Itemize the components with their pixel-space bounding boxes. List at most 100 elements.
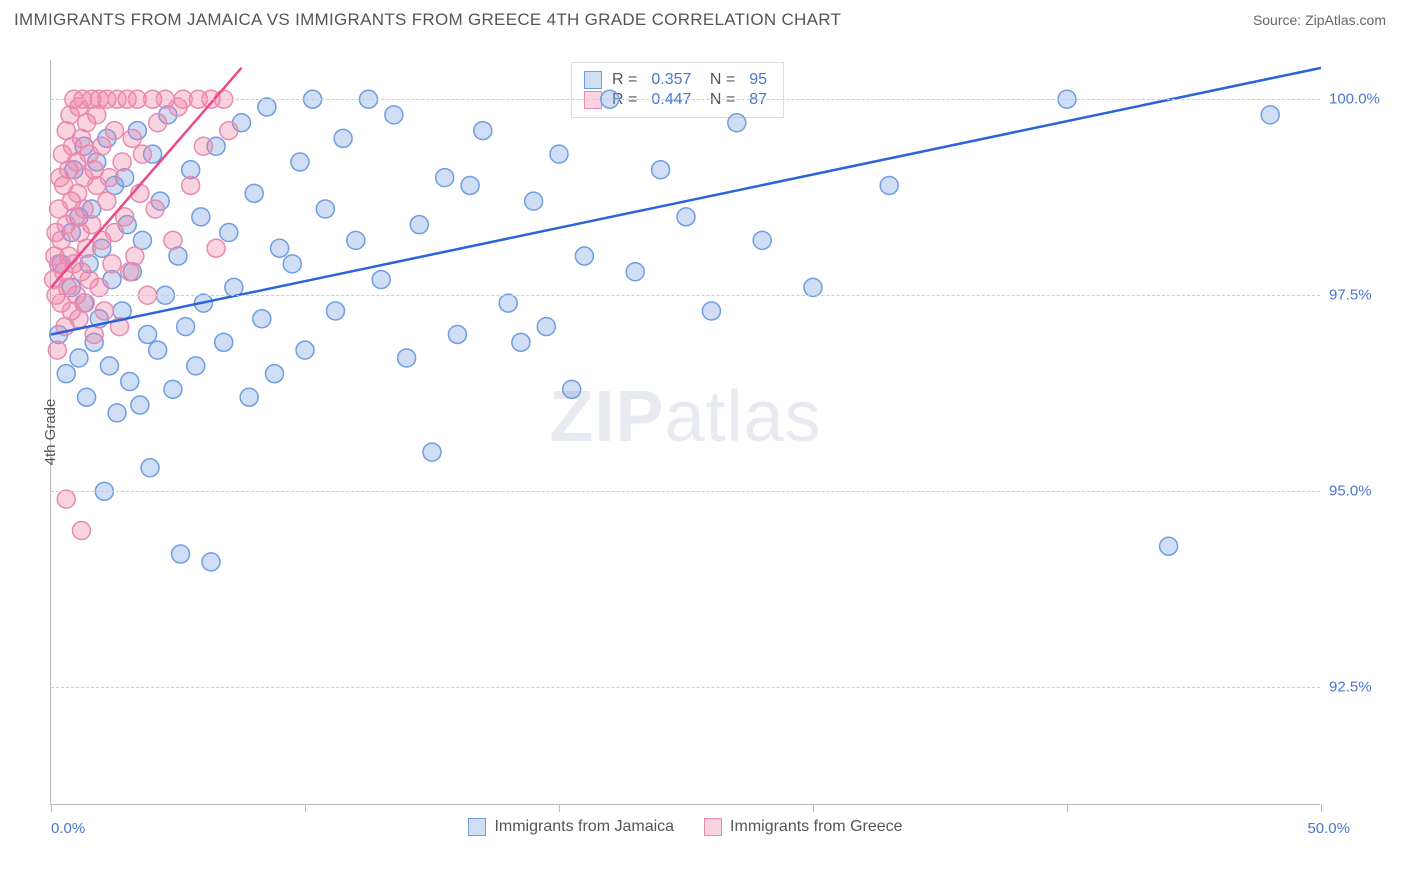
data-point [65,161,83,179]
data-point [116,208,134,226]
data-point [169,247,187,265]
data-point [372,271,390,289]
x-tick [51,804,52,812]
data-point [123,263,141,281]
r-value-1: 0.357 [651,71,691,89]
data-point [172,545,190,563]
data-point [423,443,441,461]
data-point [113,302,131,320]
data-point [474,122,492,140]
data-point [296,341,314,359]
data-point [880,176,898,194]
data-point [131,396,149,414]
chart-title: IMMIGRANTS FROM JAMAICA VS IMMIGRANTS FR… [14,10,841,30]
data-point [177,318,195,336]
data-point [207,137,225,155]
gridline [51,295,1320,296]
data-point [220,224,238,242]
data-point [57,122,75,140]
gridline [51,687,1320,688]
data-point [62,224,80,242]
data-point [753,231,771,249]
data-point [164,380,182,398]
data-point [100,169,118,187]
x-tick [813,804,814,812]
data-point [100,357,118,375]
watermark-bold: ZIP [549,377,664,457]
data-point [55,176,73,194]
data-point [46,247,64,265]
y-tick-label: 100.0% [1329,91,1380,108]
data-point [80,255,98,273]
data-point [47,224,65,242]
y-tick-label: 92.5% [1329,679,1372,696]
data-point [95,302,113,320]
data-point [128,122,146,140]
data-point [207,239,225,257]
watermark: ZIPatlas [549,376,821,458]
data-point [187,357,205,375]
data-point [72,129,90,147]
data-point [93,239,111,257]
x-tick [1321,804,1322,812]
data-point [50,200,68,218]
plot-area: 4th Grade ZIPatlas R = 0.357 N = 95 R = … [50,60,1320,805]
data-point [146,200,164,218]
data-point [537,318,555,336]
data-point [220,122,238,140]
data-point [385,106,403,124]
legend-item-1: Immigrants from Jamaica [468,818,674,836]
data-point [1261,106,1279,124]
data-point [90,278,108,296]
legend-label-1: Immigrants from Jamaica [494,818,674,836]
data-point [291,153,309,171]
data-point [398,349,416,367]
data-point [55,263,73,281]
data-point [56,318,74,336]
data-point [652,161,670,179]
data-point [159,106,177,124]
watermark-light: atlas [664,377,821,457]
data-point [123,129,141,147]
data-point [80,271,98,289]
data-point [78,388,96,406]
data-point [48,341,66,359]
data-point [51,169,69,187]
data-point [106,122,124,140]
data-point [59,278,77,296]
data-point [62,192,80,210]
data-point [126,247,144,265]
y-tick-label: 95.0% [1329,483,1372,500]
data-point [215,333,233,351]
data-point [108,404,126,422]
data-point [67,153,85,171]
legend-stats: R = 0.357 N = 95 R = 0.447 N = 87 [571,62,784,118]
data-point [83,200,101,218]
data-point [85,161,103,179]
data-point [85,325,103,343]
data-point [83,216,101,234]
data-point [57,490,75,508]
data-point [133,231,151,249]
data-point [60,247,78,265]
data-point [72,263,90,281]
y-axis-title: 4th Grade [42,399,59,466]
data-point [139,325,157,343]
data-point [76,294,94,312]
data-point [113,153,131,171]
data-point [60,161,78,179]
data-point [62,302,80,320]
data-point [75,137,93,155]
data-point [677,208,695,226]
data-point [78,114,96,132]
gridline [51,99,1320,100]
data-point [141,459,159,477]
y-tick-label: 97.5% [1329,287,1372,304]
data-point [116,169,134,187]
data-point [71,224,89,242]
data-point [169,98,187,116]
data-point [702,302,720,320]
data-point [133,145,151,163]
data-point [57,216,75,234]
data-point [98,129,116,147]
